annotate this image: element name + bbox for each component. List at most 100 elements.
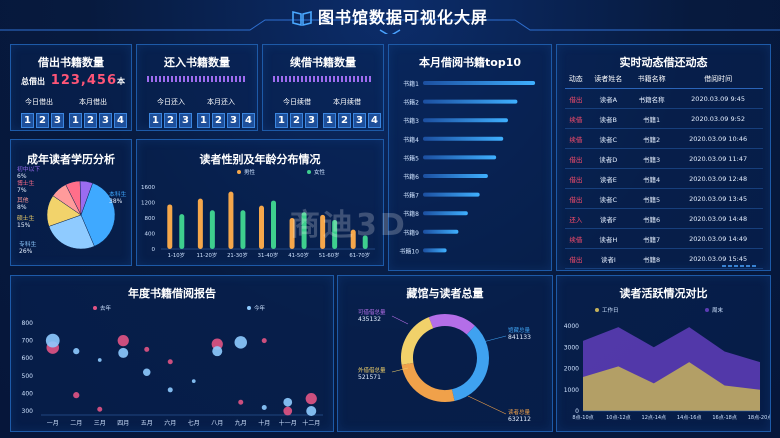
- digit: 1: [275, 113, 288, 128]
- table-cell: 借出: [565, 88, 587, 109]
- donut-segment: [428, 314, 475, 335]
- digit: 2: [36, 113, 49, 128]
- book-icon: [292, 10, 312, 26]
- x-tick-label: 41-50岁: [288, 251, 309, 259]
- bar-male: [167, 204, 173, 249]
- y-tick-label: 600: [22, 355, 34, 362]
- table-row[interactable]: 续借 读者B 书籍1 2020.03.09 9:52: [565, 108, 763, 129]
- activity-area-chart: 4000 3000 2000 1000 08点-10点 10点-12点 12点-14点 14点…: [564, 306, 770, 421]
- table-cell: 书籍8: [629, 248, 674, 269]
- table-cell: 书籍7: [629, 228, 674, 249]
- table-row[interactable]: 续借 读者C 书籍2 2020.03.09 10:46: [565, 128, 763, 149]
- digit: 1: [149, 113, 162, 128]
- pie-pct: 26%: [19, 248, 33, 255]
- x-tick-label: 七月: [188, 419, 200, 427]
- legend-last-swatch: [93, 306, 97, 310]
- legend-workday-swatch: [595, 308, 599, 312]
- borrow-total-unit: 本: [117, 77, 126, 86]
- y-tick-label: 1600: [141, 185, 155, 191]
- table-row[interactable]: 还入 读者F 书籍6 2020.03.09 14:48: [565, 208, 763, 229]
- top10-book-label: 书籍5: [403, 154, 419, 162]
- top10-book-label: 书籍2: [403, 99, 419, 107]
- table-cell: 2020.03.09 10:46: [673, 128, 763, 149]
- digit: 2: [84, 113, 97, 128]
- donut-leader: [482, 335, 507, 343]
- page-title-text: 图书馆数据可视化大屏: [317, 8, 488, 27]
- pie-pct: 15%: [17, 222, 31, 229]
- bubble-this: [306, 406, 317, 416]
- table-row[interactable]: 借出 读者A 书籍名称 2020.03.09 9:45: [565, 88, 763, 109]
- top10-chart: 书籍1 书籍2 书籍3 书籍4 书籍5 书籍6 书籍7 书籍8 书籍9 书籍10: [399, 80, 536, 255]
- bubble-this: [118, 347, 129, 358]
- donut-label: 可借借总量: [358, 308, 386, 316]
- donut-value: 841133: [508, 334, 531, 341]
- digit: 3: [179, 113, 192, 128]
- y-tick-label: 0: [575, 408, 579, 415]
- x-tick-label: 61-70岁: [349, 251, 370, 259]
- donut-segment: [451, 325, 489, 401]
- y-tick-label: 4000: [564, 323, 579, 330]
- table-cell: 2020.03.09 14:49: [673, 228, 763, 249]
- gender-bar-chart: 1600 1200 800 400 0 男性 女性 1-10岁 11-20岁 21-30岁 31-4…: [141, 168, 375, 259]
- realtime-table: 动态 读者姓名 书籍名称 借阅时间 借出 读者A 书籍名称 2020.03.09 9:45 续借…: [565, 69, 763, 269]
- table-row[interactable]: 续借 读者H 书籍7 2020.03.09 14:49: [565, 228, 763, 249]
- table-cell: 读者B: [586, 108, 630, 129]
- top10-book-label: 书籍9: [403, 229, 419, 237]
- donut-segment: [401, 362, 455, 402]
- y-tick-label: 800: [22, 320, 34, 327]
- table-row[interactable]: 借出 读者C 书籍5 2020.03.09 13:45: [565, 188, 763, 209]
- activity-panel: 读者活跃情况对比 4000 3000 2000 1000 0 8点-10点 10点-12点 1…: [556, 275, 771, 432]
- top10-book-label: 书籍8: [403, 210, 419, 218]
- pie-pct: 7%: [17, 187, 27, 194]
- table-cell: 还入: [565, 208, 587, 229]
- table-cell: 读者I: [586, 248, 630, 269]
- table-row[interactable]: 借出 读者I 书籍8 2020.03.09 15:45: [565, 248, 763, 269]
- table-header-row: 动态 读者姓名 书籍名称 借阅时间: [565, 69, 763, 89]
- legend-weekend-swatch: [705, 308, 709, 312]
- bubble-last: [117, 334, 129, 347]
- bar-female: [209, 210, 215, 249]
- table-cell: 借出: [565, 148, 587, 169]
- bubble-this: [212, 346, 223, 357]
- returned-today-label: 今日还入: [157, 98, 185, 106]
- borrow-month-label: 本月借出: [79, 98, 107, 106]
- donut-value: 521571: [358, 374, 381, 381]
- x-tick-label: 八月: [211, 420, 223, 427]
- header-frame: [0, 19, 780, 34]
- legend-female-label: 女性: [314, 168, 326, 176]
- digit: 3: [305, 113, 318, 128]
- table-cell: 书籍5: [629, 188, 674, 209]
- digit: 2: [212, 113, 225, 128]
- top10-bar: [423, 99, 518, 104]
- header: 图书馆数据可视化大屏: [0, 0, 780, 34]
- table-row[interactable]: 借出 读者E 书籍4 2020.03.09 12:48: [565, 168, 763, 189]
- table-header-cell: 读者姓名: [586, 69, 630, 89]
- legend-weekend-label: 周末: [712, 306, 724, 314]
- table-row[interactable]: 借出 读者D 书籍3 2020.03.09 11:47: [565, 148, 763, 169]
- renew-today-label: 今日续借: [283, 98, 311, 106]
- y-tick-label: 1200: [141, 201, 155, 207]
- realtime-title: 实时动态借还动态: [619, 56, 708, 69]
- table-header-cell: 书籍名称: [629, 69, 674, 89]
- donut-leader: [391, 315, 409, 325]
- table-cell: 借出: [565, 248, 587, 269]
- bar-female: [271, 200, 276, 249]
- donut-value: 435132: [358, 316, 381, 323]
- table-cell: 书籍4: [629, 168, 674, 189]
- y-tick-label: 400: [22, 390, 34, 397]
- top10-book-label: 书籍4: [403, 136, 419, 144]
- legend-male-label: 男性: [244, 168, 256, 176]
- x-tick-label: 三月: [94, 420, 106, 427]
- x-tick-label: 二月: [70, 420, 82, 427]
- x-tick-label: 四月: [117, 420, 129, 427]
- y-tick-label: 500: [22, 373, 34, 380]
- pie-label: 硕士生: [17, 214, 35, 222]
- table-cell: 书籍2: [629, 128, 674, 149]
- y-tick-label: 700: [22, 338, 34, 345]
- top10-book-label: 书籍7: [403, 192, 419, 200]
